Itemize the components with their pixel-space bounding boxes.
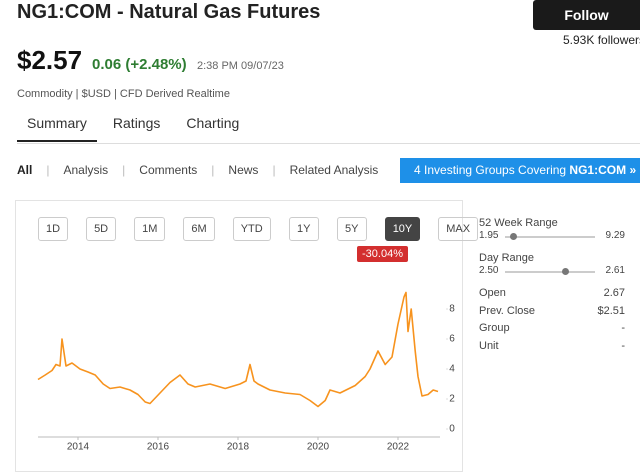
range-label: 52 Week Range bbox=[479, 217, 558, 229]
range-high: 9.29 bbox=[605, 230, 625, 241]
subnav-link[interactable]: All bbox=[17, 163, 33, 177]
price-line bbox=[37, 291, 439, 408]
range-dot bbox=[510, 233, 517, 240]
x-tick-label: 2018 bbox=[227, 442, 250, 453]
subnav-link[interactable]: Comments bbox=[139, 163, 198, 177]
y-tick-label: 8 bbox=[449, 304, 455, 315]
stat-label: Open bbox=[479, 287, 506, 299]
tab[interactable]: Ratings bbox=[112, 115, 161, 131]
x-tick-label: 2016 bbox=[147, 442, 170, 453]
range-button[interactable]: 10Y bbox=[384, 217, 421, 241]
stat-value: $2.51 bbox=[597, 304, 625, 317]
range-low: 1.95 bbox=[479, 230, 499, 241]
subnav-link[interactable]: Analysis bbox=[63, 163, 109, 177]
stat-value: - bbox=[621, 322, 625, 334]
range-button[interactable]: MAX bbox=[438, 217, 479, 241]
page-title: NG1:COM - Natural Gas Futures bbox=[17, 1, 321, 23]
range-bar bbox=[505, 236, 595, 238]
range-button[interactable]: 1Y bbox=[288, 217, 319, 241]
price: $2.57 bbox=[17, 45, 83, 75]
range-dot bbox=[562, 268, 569, 275]
range-button[interactable]: 5Y bbox=[336, 217, 367, 241]
separator: | bbox=[122, 163, 126, 177]
range-button[interactable]: 5D bbox=[86, 217, 117, 241]
stat-label: Group bbox=[479, 322, 510, 334]
x-tick-label: 2020 bbox=[307, 442, 330, 453]
range-low: 2.50 bbox=[479, 265, 499, 276]
y-tick-label: 2 bbox=[449, 394, 455, 405]
groups-text: 4 Investing Groups Covering bbox=[414, 163, 570, 177]
y-tick-label: 4 bbox=[449, 364, 455, 375]
price-change: 0.06 (+2.48%) bbox=[92, 56, 187, 73]
groups-arrow: » bbox=[629, 163, 637, 177]
range-bar bbox=[505, 271, 595, 273]
range-button[interactable]: YTD bbox=[232, 217, 271, 241]
range-label: Day Range bbox=[479, 252, 535, 264]
groups-symbol: NG1:COM bbox=[569, 163, 627, 177]
y-tick-label: 6 bbox=[449, 334, 455, 345]
separator: | bbox=[46, 163, 50, 177]
y-tick-label: 0 bbox=[449, 424, 455, 435]
range-high: 2.61 bbox=[605, 265, 625, 276]
range-change: -30.04% bbox=[357, 246, 408, 262]
tabs: Summary Ratings Charting bbox=[17, 115, 255, 142]
range-button[interactable]: 1M bbox=[134, 217, 166, 241]
subnav-link[interactable]: Related Analysis bbox=[289, 163, 379, 177]
subnav-link[interactable]: News bbox=[228, 163, 259, 177]
follow-button[interactable]: Follow bbox=[533, 0, 640, 30]
separator: | bbox=[272, 163, 276, 177]
stat-value: 2.67 bbox=[603, 287, 625, 299]
followers: 5.93K followers bbox=[563, 33, 640, 47]
range-button[interactable]: 1D bbox=[38, 217, 69, 241]
x-tick-label: 2014 bbox=[67, 442, 90, 453]
timestamp: 2:38 PM 09/07/23 bbox=[197, 60, 284, 72]
range-button[interactable]: 6M bbox=[183, 217, 215, 241]
range-buttons: 1D 5D 1M 6M YTD 1Y 5Y 10Y MAX bbox=[38, 217, 496, 241]
tab[interactable]: Charting bbox=[186, 115, 240, 131]
groups-button[interactable]: 4 Investing Groups Covering NG1:COM » bbox=[400, 158, 640, 183]
separator: | bbox=[211, 163, 215, 177]
meta: Commodity | $USD | CFD Derived Realtime bbox=[17, 88, 230, 100]
stat-value: - bbox=[621, 339, 625, 352]
chart: 0 2 4 6 8 2014 2016 2018 2020 2022 bbox=[37, 291, 455, 453]
stat-label: Unit bbox=[479, 339, 499, 352]
tab[interactable]: Summary bbox=[17, 115, 97, 142]
subnav: All | Analysis | Comments | News | Related Analy… bbox=[17, 163, 378, 177]
divider bbox=[17, 143, 640, 144]
x-tick-label: 2022 bbox=[387, 442, 410, 453]
stat-label: Prev. Close bbox=[479, 304, 536, 317]
